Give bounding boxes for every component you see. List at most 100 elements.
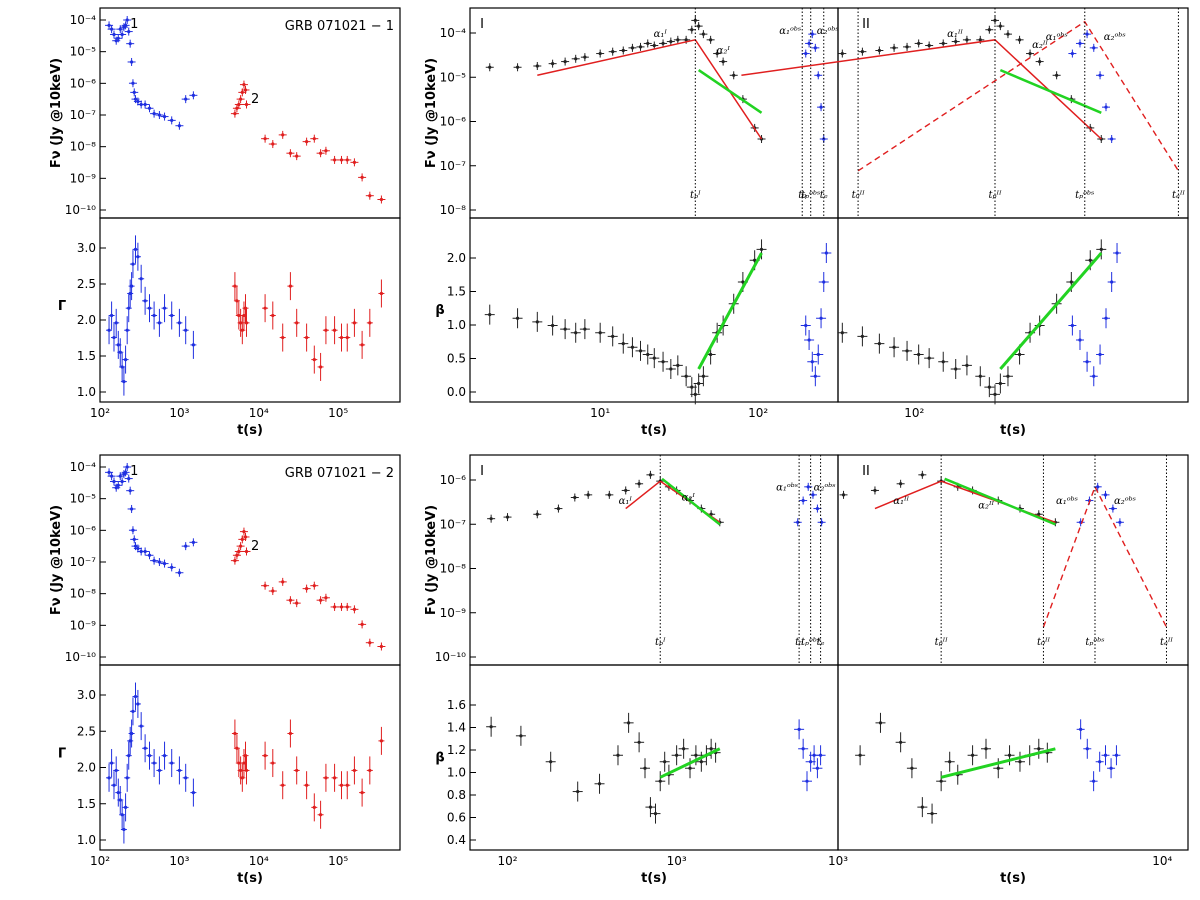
group2-left-index-point xyxy=(113,756,120,785)
group2-left-flux-point xyxy=(107,472,116,481)
group1-mid-beta-point xyxy=(618,333,629,354)
group2-mid-beta-point xyxy=(655,771,666,792)
group1-left-flux-point xyxy=(150,109,159,118)
group2-left-index-point xyxy=(120,815,127,844)
group1-right-beta-point xyxy=(1083,351,1092,372)
group2-mid-beta-point xyxy=(696,751,707,772)
group2-mid-flux-point xyxy=(635,479,644,488)
group1-left-index-point xyxy=(190,330,197,359)
group2-mid-time-label: tₚᵒᵇˢ xyxy=(801,637,820,648)
group1-mid-beta-point xyxy=(627,337,638,358)
group2-mid-beta-point xyxy=(659,751,670,772)
group2-left-flux-point xyxy=(365,638,374,647)
group2-left-flux-point xyxy=(232,551,241,560)
group2-left-flux-point xyxy=(278,577,287,586)
group1-title: GRB 071021 − 1 xyxy=(285,19,394,34)
group1-left-index-point xyxy=(303,323,310,352)
group2-mid-flux-ytick: 10⁻⁶ xyxy=(440,473,467,487)
group1-mid-beta-point xyxy=(547,315,558,336)
group1-left-index-point xyxy=(168,301,175,330)
group2-left-index-point xyxy=(378,726,385,755)
group1-mid-flux-ytick: 10⁻⁶ xyxy=(440,115,467,129)
group1-mid-flux-point xyxy=(729,71,738,80)
group2-left-flux-ytick: 10⁻⁸ xyxy=(70,587,97,601)
group1-left-flux-point xyxy=(167,116,176,125)
group1-left-flux-point xyxy=(239,80,248,89)
group1-right-time-label: t₀ᴵᴵ xyxy=(852,190,866,201)
group2-right-xlabel: t(s) xyxy=(1000,871,1026,886)
group1-right-flux-point xyxy=(1035,57,1044,66)
group1-mid-time-label: tₑ xyxy=(820,190,828,201)
group2-left-index-point xyxy=(134,689,141,718)
group2-right-beta-point xyxy=(1107,758,1116,779)
group2-left-index-point xyxy=(338,771,345,800)
group1-right-flux-point xyxy=(914,39,923,48)
group2-left-flux-point xyxy=(181,542,190,551)
group2-mid-time-label: tₚᴵ xyxy=(655,637,666,648)
group1-left-index-point xyxy=(311,345,318,374)
group2-left-flux-ytick: 10⁻⁵ xyxy=(70,492,97,506)
group1-left-flux-point xyxy=(310,134,319,143)
group1-mid-flux-point xyxy=(811,43,820,52)
group1-right-beta-point xyxy=(938,351,949,372)
group2-left-index-point xyxy=(231,719,238,748)
group1-mid-green-fit xyxy=(697,69,763,114)
group1-mid-flux-ytick: 10⁻⁸ xyxy=(440,203,467,217)
group2-left-index-point xyxy=(142,734,149,763)
group2-right-beta-point xyxy=(1033,738,1044,759)
group2-left-flux-point xyxy=(350,605,359,614)
group2-mid-beta-point xyxy=(515,725,526,746)
group1-mid-beta-point xyxy=(800,315,811,336)
group2-right-green-fit xyxy=(944,477,1056,526)
group1-mid-alpha1: α₁ᴵ xyxy=(654,29,668,40)
group2-left-index-point xyxy=(106,763,113,792)
group1-mid-flux-point xyxy=(805,39,814,48)
group1-left-index-point xyxy=(239,316,246,345)
group2-left-flux-ytick: 10⁻⁷ xyxy=(70,555,97,569)
group1-right-beta-point xyxy=(1107,272,1116,292)
group1-left-flux-ytick: 10⁻¹⁰ xyxy=(65,203,96,217)
group1-right-roman: II xyxy=(862,17,870,32)
group1-left-index-point xyxy=(240,301,247,330)
group1-right-beta-point xyxy=(1085,250,1096,271)
group1-right-beta-point xyxy=(913,344,924,365)
group1-left-xlabel: t(s) xyxy=(237,423,263,438)
group2-left-index-ylabel: Γ xyxy=(58,747,66,762)
group1-mid-beta-point xyxy=(665,359,676,379)
group1-left-index-point xyxy=(233,286,240,315)
group2-left-flux-ytick: 10⁻¹⁰ xyxy=(65,650,96,664)
group1-right-beta-point xyxy=(1113,243,1122,263)
group1-mid-flux-point xyxy=(643,39,652,48)
group2-left-flux-point xyxy=(234,547,243,556)
group1-left-flux-point xyxy=(302,137,311,146)
group2-left-index-point xyxy=(303,771,310,800)
group2-left-flux-point xyxy=(118,477,127,486)
group2-right-time-label: tₑᴵᴵ xyxy=(1160,637,1173,648)
group1-right-flux-point xyxy=(996,22,1005,31)
group1-left-index-point xyxy=(127,279,134,308)
group2-mid-beta-point xyxy=(798,738,809,759)
group2-mid-beta-point xyxy=(690,745,701,766)
group1-right-alpha2obs: α₂ᵒᵇˢ xyxy=(1104,32,1126,43)
group2-left-flux-point xyxy=(116,472,125,481)
group2-right-alpha1: α₁ᴵᴵ xyxy=(893,496,909,507)
group1-right-flux-panel xyxy=(837,7,1189,219)
group2-left-flux-point xyxy=(155,558,164,567)
group1-right-flux-point xyxy=(1052,71,1061,80)
group2-left-index-ytick: 1.5 xyxy=(77,797,96,811)
group1-right-flux-point xyxy=(985,25,994,34)
group2-mid-flux-ytick: 10⁻⁹ xyxy=(440,606,467,620)
group2-left-flux-point xyxy=(343,602,352,611)
group1-mid-flux-point xyxy=(580,53,589,62)
group1-right-time-label: tₚᴵᴵ xyxy=(988,190,1002,201)
group1-mid-flux-point xyxy=(801,49,810,58)
group1-left-flux-point xyxy=(321,146,330,155)
group1-left-flux-point xyxy=(236,95,245,104)
group2-mid-flux-ytick: 10⁻⁷ xyxy=(440,517,467,531)
group2-right-time-label: t₀ᴵᴵ xyxy=(1037,637,1051,648)
group1-left-index-point xyxy=(125,294,132,323)
group2-right-beta-point xyxy=(936,771,947,792)
group1-left-index-point xyxy=(231,272,238,301)
group2-mid-beta-point xyxy=(545,751,556,772)
group2-left-index-point xyxy=(239,763,246,792)
